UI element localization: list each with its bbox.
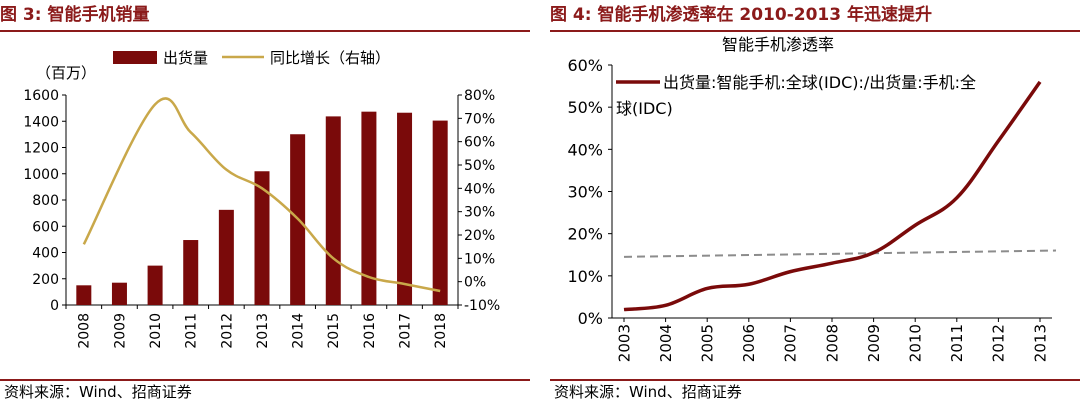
right-y-tick-label: 10% (464, 251, 495, 267)
right-y-tick-label: -10% (464, 298, 500, 314)
right-y-tick-label: 80% (464, 88, 495, 104)
figure-4-title: 图 4: 智能手机渗透率在 2010-2013 年迅速提升 (550, 5, 932, 25)
x-tick-label: 2018 (433, 313, 449, 349)
shipment-bar (254, 171, 270, 305)
shipments-chart: 0 200 400 600 800 1000 1200 1400 1600 -10% 0% 10% 20… (23, 49, 500, 349)
x-tick-label: 2003 (615, 324, 633, 362)
x-tick-label: 2012 (990, 324, 1008, 362)
shipment-bar (76, 285, 92, 305)
x-tick-label: 2005 (698, 324, 716, 362)
x-tick-label: 2013 (255, 313, 271, 349)
left-y-tick-label: 1400 (23, 114, 59, 130)
shipment-bar (397, 112, 413, 305)
figure-3-title: 图 3: 智能手机销量 (0, 5, 150, 25)
y-tick-label: 30% (567, 183, 603, 202)
x-tick-label: 2010 (906, 324, 924, 362)
legend-bar-swatch (113, 51, 157, 64)
left-y-tick-label: 1000 (23, 167, 59, 183)
left-y-tick-label: 1200 (23, 141, 59, 157)
figure-4-panel: 图 4: 智能手机渗透率在 2010-2013 年迅速提升 智能手机渗透率 0% 1… (550, 0, 1080, 403)
figure-4-bottom-rule (550, 379, 1080, 381)
right-y-tick-label: 60% (464, 135, 495, 151)
x-tick-label: 2017 (397, 313, 413, 349)
left-y-tick-label: 200 (32, 272, 59, 288)
figure-3-source: 资料来源：Wind、招商证券 (4, 383, 192, 401)
legend-bar-label: 出货量 (163, 49, 208, 67)
shipment-bar (218, 209, 234, 305)
shipment-bar (325, 116, 341, 305)
penetration-line (623, 80, 1042, 312)
left-y-tick-label: 1600 (23, 88, 59, 104)
left-unit-label: （百万） (36, 64, 96, 82)
penetration-chart: 智能手机渗透率 0% 10% 20% 30% 40% 50% 60% 2003 2004 2005 2… (567, 35, 1057, 362)
x-tick-label: 2014 (291, 313, 307, 349)
right-y-tick-label: 30% (464, 205, 495, 221)
y-tick-label: 40% (567, 140, 603, 159)
x-tick-label: 2009 (112, 313, 128, 349)
x-tick-label: 2009 (865, 324, 883, 362)
shipment-bar (183, 240, 199, 305)
legend-label-line2: 球(IDC) (616, 99, 673, 118)
figure-3-panel: 图 3: 智能手机销量 0 200 400 600 800 1000 1200 1400 160… (0, 0, 530, 403)
x-tick-label: 2016 (362, 313, 378, 349)
right-y-tick-label: 70% (464, 111, 495, 127)
x-tick-label: 2011 (948, 324, 966, 362)
trend-dashed-line (623, 249, 1057, 258)
y-tick-label: 0% (578, 309, 603, 328)
x-tick-label: 2007 (782, 324, 800, 362)
x-tick-label: 2008 (823, 324, 841, 362)
shipment-bar (147, 265, 163, 305)
left-y-tick-label: 600 (32, 219, 59, 235)
figure-4-top-rule (550, 30, 1080, 32)
chart-title: 智能手机渗透率 (722, 35, 834, 54)
right-y-tick-label: 50% (464, 158, 495, 174)
shipment-bar (361, 111, 377, 305)
x-tick-label: 2015 (326, 313, 342, 349)
legend-line-label: 同比增长（右轴） (270, 49, 390, 67)
x-tick-label: 2013 (1031, 324, 1049, 362)
x-tick-label: 2012 (219, 313, 235, 349)
shipment-bar (111, 282, 127, 305)
figure-4-source: 资料来源：Wind、招商证券 (554, 383, 742, 401)
right-y-tick-label: 0% (464, 275, 486, 291)
y-tick-label: 50% (567, 98, 603, 117)
x-tick-label: 2011 (184, 313, 200, 349)
legend-label-line1: 出货量:智能手机:全球(IDC):/出货量:手机:全 (663, 73, 976, 92)
y-tick-label: 20% (567, 225, 603, 244)
left-y-tick-label: 400 (32, 246, 59, 262)
x-tick-label: 2006 (740, 324, 758, 362)
x-tick-label: 2004 (657, 324, 675, 362)
y-tick-label: 60% (567, 56, 603, 75)
figure-3-top-rule (0, 30, 530, 32)
yoy-growth-line (82, 97, 441, 293)
right-y-tick-label: 20% (464, 228, 495, 244)
right-y-tick-label: 40% (464, 181, 495, 197)
figure-3-bottom-rule (0, 379, 530, 381)
x-tick-label: 2010 (148, 313, 164, 349)
left-y-tick-label: 800 (32, 193, 59, 209)
y-tick-label: 10% (567, 267, 603, 286)
left-y-tick-label: 0 (50, 298, 59, 314)
x-tick-label: 2008 (77, 313, 93, 349)
shipment-bar (432, 120, 448, 305)
